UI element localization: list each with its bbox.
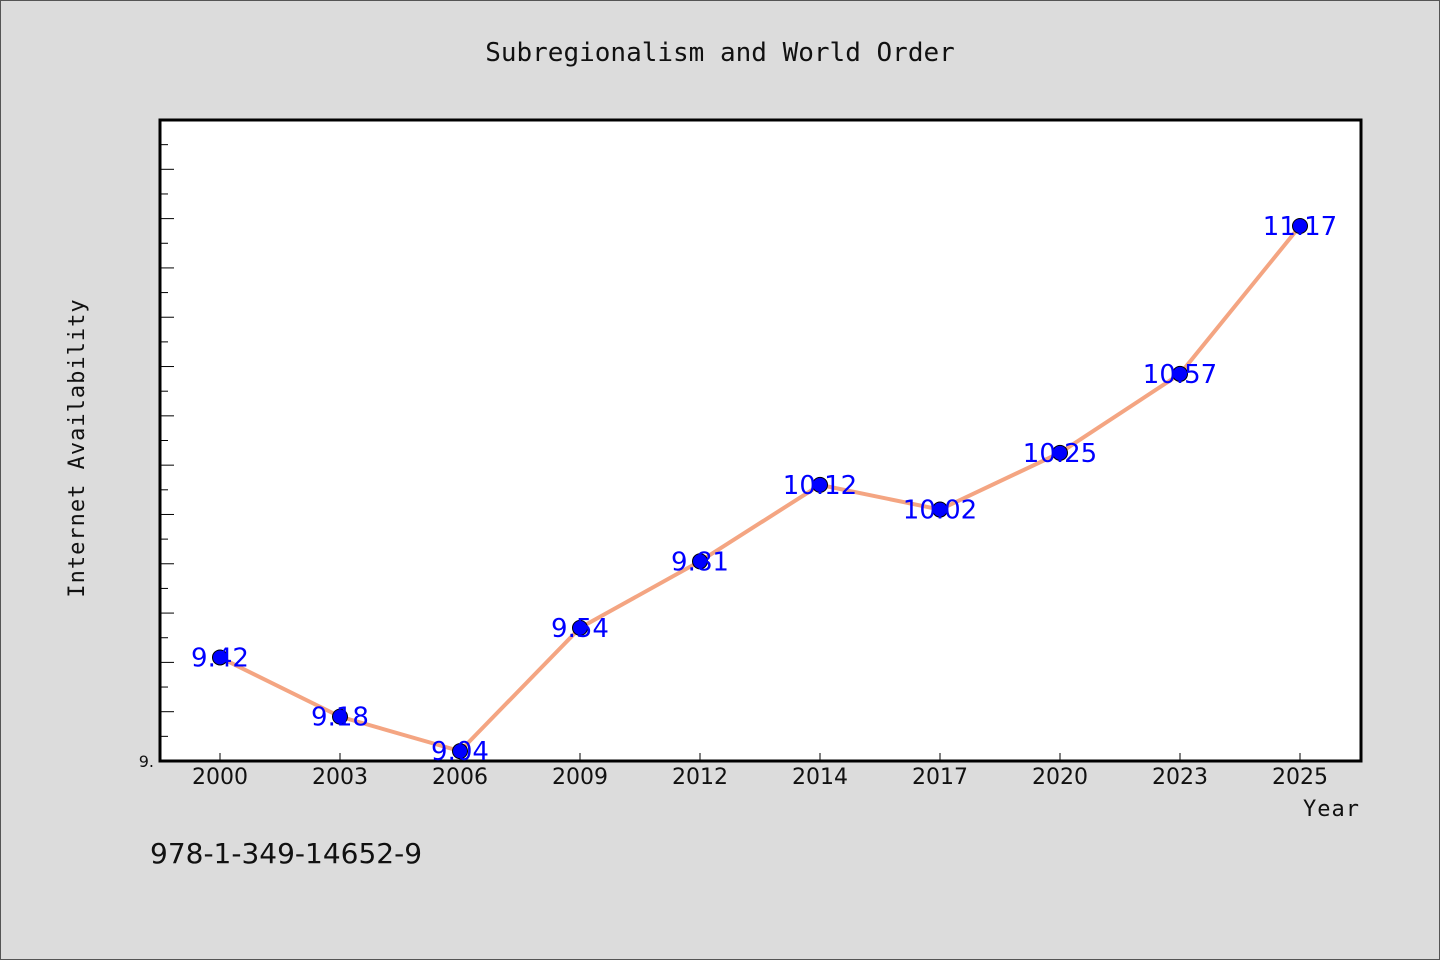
data-label: 9.18 — [311, 703, 369, 733]
y-axis-label: Internet Availability — [65, 298, 90, 597]
data-label: 10.57 — [1143, 360, 1217, 390]
data-label: 9.04 — [431, 737, 489, 767]
x-tick-label: 2003 — [312, 765, 368, 790]
data-point-marker — [692, 553, 708, 570]
data-point-marker — [1052, 444, 1068, 461]
data-label: 10.02 — [903, 496, 977, 526]
series-layer — [212, 218, 1308, 760]
isbn-label: 978-1-349-14652-9 — [150, 837, 422, 870]
x-tick-label: 2020 — [1032, 765, 1088, 790]
x-tick-label: 2025 — [1272, 765, 1328, 790]
y-tick-label: 9. — [139, 752, 154, 771]
data-label: 9.42 — [191, 643, 249, 673]
data-label: 9.81 — [671, 547, 729, 577]
data-label: 10.25 — [1023, 439, 1097, 469]
series-line — [218, 224, 1302, 754]
data-label: 11.17 — [1263, 212, 1337, 242]
data-point-marker — [332, 708, 348, 725]
data-point-marker — [452, 743, 468, 760]
y-axis-ticks: 9. — [139, 144, 174, 771]
data-labels-layer: 9.42 9.18 9.04 9.54 9.81 10.12 10.02 10.25 10.57… — [191, 212, 1337, 767]
x-tick-label: 2023 — [1152, 765, 1208, 790]
x-tick-label: 2017 — [912, 765, 968, 790]
x-tick-label: 2006 — [432, 765, 488, 790]
x-tick-label: 2014 — [792, 765, 848, 790]
data-point-marker — [1172, 365, 1188, 382]
x-tick-label: 2000 — [192, 765, 248, 790]
x-axis-ticks: 2000 2003 2006 2009 2012 2014 2017 2020 2023 2025 — [192, 753, 1328, 790]
data-label: 10.12 — [783, 471, 857, 501]
x-tick-label: 2009 — [552, 765, 608, 790]
data-point-marker — [212, 649, 228, 666]
plot-area — [158, 118, 1363, 763]
data-label: 9.54 — [551, 614, 609, 644]
data-point-marker — [1292, 218, 1308, 235]
data-point-marker — [572, 619, 588, 636]
x-axis-label: Year — [1303, 797, 1360, 822]
data-point-marker — [812, 476, 828, 493]
data-point-marker — [932, 501, 948, 518]
chart-title: Subregionalism and World Order — [485, 38, 955, 68]
x-tick-label: 2012 — [672, 765, 728, 790]
